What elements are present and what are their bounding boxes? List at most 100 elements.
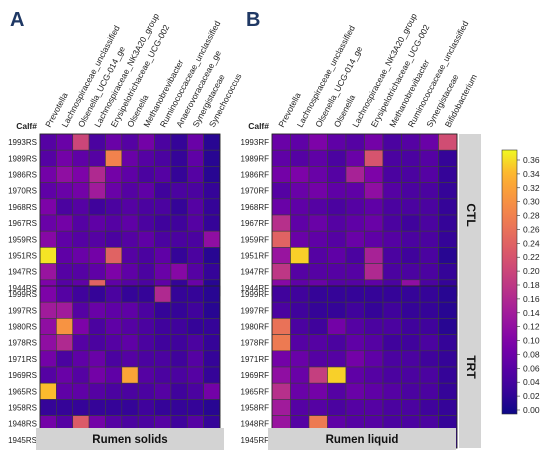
heatmap-cell: [88, 247, 106, 264]
heatmap-cell: [39, 318, 57, 335]
heatmap-cell: [137, 230, 155, 248]
heatmap-cell: [88, 214, 106, 232]
heatmap-cell: [438, 263, 458, 281]
heatmap-cell: [290, 247, 310, 264]
heatmap-cell: [308, 399, 328, 416]
heatmap-cell: [203, 247, 221, 264]
colorbar-tick-label: 0.34: [523, 169, 540, 179]
heatmap-cell: [105, 382, 123, 400]
heatmap-cell: [345, 366, 365, 384]
heatmap-cell: [203, 285, 221, 303]
heatmap-cell: [186, 149, 204, 167]
heatmap-cell: [72, 247, 90, 264]
heatmap-cell: [72, 263, 90, 281]
heatmap-cell: [121, 133, 139, 151]
heatmap-cell: [345, 182, 365, 200]
heatmap-cell: [121, 214, 139, 232]
heatmap-cell: [137, 182, 155, 200]
heatmap-cell: [327, 301, 347, 319]
heatmap-cell: [271, 318, 291, 335]
colorbar-tick-label: 0.28: [523, 211, 540, 221]
heatmap-cell: [290, 334, 310, 352]
row-label: 1997RF: [241, 306, 270, 315]
heatmap-cell: [345, 198, 365, 216]
heatmap-cell: [170, 318, 188, 335]
heatmap-cell: [419, 247, 439, 264]
heatmap-cell: [137, 334, 155, 352]
heatmap-cell: [186, 214, 204, 232]
heatmap-cell: [364, 334, 384, 352]
heatmap-cell: [345, 166, 365, 183]
heatmap-cell: [290, 366, 310, 384]
heatmap-cell: [382, 133, 402, 151]
heatmap-cell: [345, 230, 365, 248]
panel-letter: A: [10, 9, 24, 31]
heatmap-cell: [308, 247, 328, 264]
heatmap-cell: [401, 350, 421, 368]
heatmap-cell: [105, 214, 123, 232]
heatmap-cell: [419, 382, 439, 400]
row-label: 1967RF: [241, 219, 270, 228]
heatmap-cell: [308, 198, 328, 216]
heatmap-cell: [170, 247, 188, 264]
heatmap-cell: [203, 350, 221, 368]
heatmap-cell: [345, 301, 365, 319]
heatmap-cell: [271, 166, 291, 183]
heatmap-cell: [39, 366, 57, 384]
heatmap-cell: [186, 198, 204, 216]
heatmap-cell: [419, 399, 439, 416]
heatmap-cell: [419, 350, 439, 368]
heatmap-cell: [186, 382, 204, 400]
heatmap-cell: [203, 399, 221, 416]
heatmap-cell: [438, 133, 458, 151]
heatmap-cell: [308, 214, 328, 232]
heatmap-cell: [105, 285, 123, 303]
heatmap-cell: [382, 382, 402, 400]
heatmap-cell: [203, 318, 221, 335]
heatmap-cell: [345, 334, 365, 352]
heatmap-cell: [327, 263, 347, 281]
heatmap-cell: [88, 382, 106, 400]
heatmap-cell: [419, 182, 439, 200]
heatmap-cell: [271, 263, 291, 281]
heatmap-cell: [105, 399, 123, 416]
heatmap-cell: [290, 399, 310, 416]
heatmap-cell: [105, 133, 123, 151]
row-label: 1951RS: [8, 252, 37, 261]
heatmap-cell: [203, 382, 221, 400]
panel-strip: [36, 428, 224, 450]
row-header: Calf#: [16, 121, 37, 131]
heatmap-panel-a: APrevotellaLachnospiraceae_unclassifiedO…: [8, 9, 244, 450]
heatmap-cell: [121, 318, 139, 335]
colorbar-tick-label: 0.26: [523, 224, 540, 234]
colorbar-tick-label: 0.24: [523, 238, 540, 248]
heatmap-cell: [382, 285, 402, 303]
heatmap-cell: [121, 182, 139, 200]
heatmap-cell: [121, 382, 139, 400]
heatmap-cell: [137, 247, 155, 264]
heatmap-cell: [327, 133, 347, 151]
heatmap-cell: [56, 133, 74, 151]
heatmap-cell: [327, 334, 347, 352]
heatmap-cell: [419, 318, 439, 335]
heatmap-cell: [327, 198, 347, 216]
heatmap-cell: [382, 318, 402, 335]
row-label: 1968RS: [8, 203, 37, 212]
heatmap-cell: [364, 301, 384, 319]
heatmap-cell: [364, 230, 384, 248]
heatmap-cell: [438, 399, 458, 416]
heatmap-cell: [345, 214, 365, 232]
colorbar-gradient: [501, 149, 518, 415]
heatmap-cell: [186, 350, 204, 368]
heatmap-cell: [203, 366, 221, 384]
heatmap-cell: [170, 230, 188, 248]
heatmap-cell: [419, 263, 439, 281]
heatmap-cell: [137, 366, 155, 384]
heatmap-cell: [56, 198, 74, 216]
heatmap-cell: [401, 198, 421, 216]
panel-strip: [268, 428, 456, 450]
heatmap-cell: [382, 399, 402, 416]
heatmap-cell: [308, 149, 328, 167]
heatmap-cell: [186, 166, 204, 183]
heatmap-cell: [438, 182, 458, 200]
